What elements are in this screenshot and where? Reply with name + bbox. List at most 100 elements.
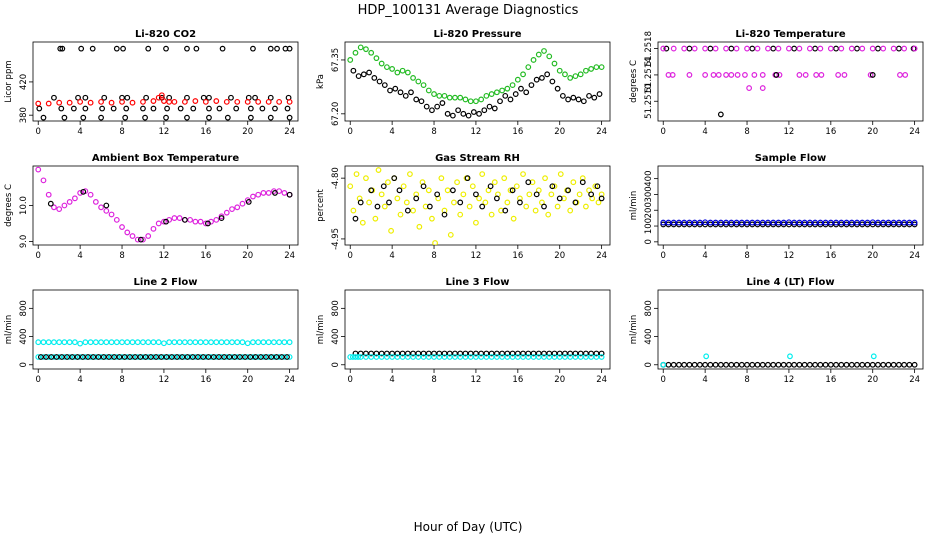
data-point: [394, 350, 401, 357]
data-point: [717, 221, 724, 228]
data-point: [780, 219, 787, 226]
data-point: [598, 350, 605, 357]
data-point: [184, 114, 190, 121]
data-point: [838, 45, 845, 52]
x-tick-label: 16: [512, 127, 523, 137]
data-point: [80, 188, 87, 195]
data-point: [399, 67, 406, 74]
data-point: [250, 193, 256, 200]
x-tick-label: 24: [284, 375, 295, 385]
data-point: [577, 71, 584, 78]
series-ref-mid: [51, 94, 292, 101]
data-point: [404, 350, 411, 357]
data-point: [588, 191, 595, 198]
data-point: [226, 354, 233, 360]
data-point: [140, 236, 146, 243]
y-tick-label: 200: [644, 202, 654, 218]
data-point: [733, 45, 740, 52]
data-point: [570, 94, 577, 101]
data-point: [61, 202, 68, 209]
data-point: [158, 92, 165, 99]
data-point: [70, 105, 77, 112]
data-point: [546, 350, 553, 357]
data-point: [247, 354, 254, 360]
data-point: [431, 354, 437, 360]
data-point: [509, 187, 516, 194]
data-point: [396, 187, 403, 194]
data-point: [206, 94, 212, 101]
data-point: [418, 98, 425, 105]
data-point: [906, 219, 913, 226]
data-point: [775, 361, 782, 368]
data-point: [45, 354, 52, 360]
data-point: [796, 72, 803, 78]
data-point: [387, 87, 393, 94]
data-point: [588, 66, 595, 72]
data-point: [460, 110, 467, 117]
data-point: [213, 98, 220, 104]
data-point: [223, 339, 230, 346]
data-point: [691, 45, 698, 52]
data-point: [523, 203, 530, 210]
data-point: [532, 207, 539, 214]
data-point: [817, 221, 824, 228]
data-point: [389, 354, 396, 360]
x-tick-label: 12: [784, 127, 795, 137]
series-pressure-reference: [350, 67, 603, 119]
data-point: [812, 219, 819, 226]
data-point: [791, 219, 798, 226]
data-point: [108, 339, 115, 346]
data-point: [216, 105, 223, 112]
data-point: [594, 183, 601, 190]
data-point: [35, 354, 42, 360]
data-point: [512, 91, 519, 97]
data-point: [394, 195, 401, 202]
data-point: [441, 354, 448, 360]
data-point: [145, 45, 152, 52]
data-point: [176, 215, 183, 221]
data-point: [728, 361, 735, 368]
data-point: [467, 354, 474, 360]
data-point: [200, 354, 207, 360]
data-point: [184, 354, 191, 360]
data-point: [436, 354, 443, 360]
data-point: [467, 350, 474, 357]
data-point: [911, 45, 918, 52]
data-point: [61, 114, 68, 121]
data-point: [274, 45, 280, 52]
series-temp-top: [660, 45, 918, 52]
data-point: [901, 45, 908, 52]
data-point: [71, 339, 78, 346]
y-tick-label: 0: [19, 362, 29, 367]
data-points: [35, 45, 293, 121]
data-point: [817, 361, 824, 368]
data-point: [410, 75, 416, 81]
data-point: [163, 45, 169, 52]
data-point: [213, 216, 220, 223]
data-point: [676, 221, 682, 228]
data-point: [426, 203, 433, 210]
panel-li-820-co2: Li-820 CO2 Licor ppm 0 4 8 12 16 20 24 380 420: [4, 29, 299, 137]
data-point: [717, 219, 724, 226]
data-point: [265, 190, 272, 196]
data-point: [513, 183, 520, 190]
data-point: [366, 69, 372, 76]
data-point: [103, 207, 110, 214]
data-point: [827, 221, 834, 228]
data-point: [79, 354, 86, 360]
data-point: [436, 350, 443, 357]
data-point: [48, 354, 55, 360]
data-point: [179, 354, 186, 360]
x-tick-label: 16: [825, 251, 836, 261]
data-point: [765, 361, 771, 368]
data-point: [691, 221, 698, 228]
y-tick-label: -4.95: [331, 228, 341, 250]
data-point: [754, 45, 761, 52]
data-point: [535, 350, 542, 357]
data-point: [491, 179, 498, 186]
data-point: [357, 44, 364, 51]
x-tick-label: 12: [159, 375, 170, 385]
series-line2-lower-reference: [37, 354, 290, 360]
series-temp-top-black: [663, 45, 917, 52]
y-tick-label: 9.0: [19, 235, 29, 249]
